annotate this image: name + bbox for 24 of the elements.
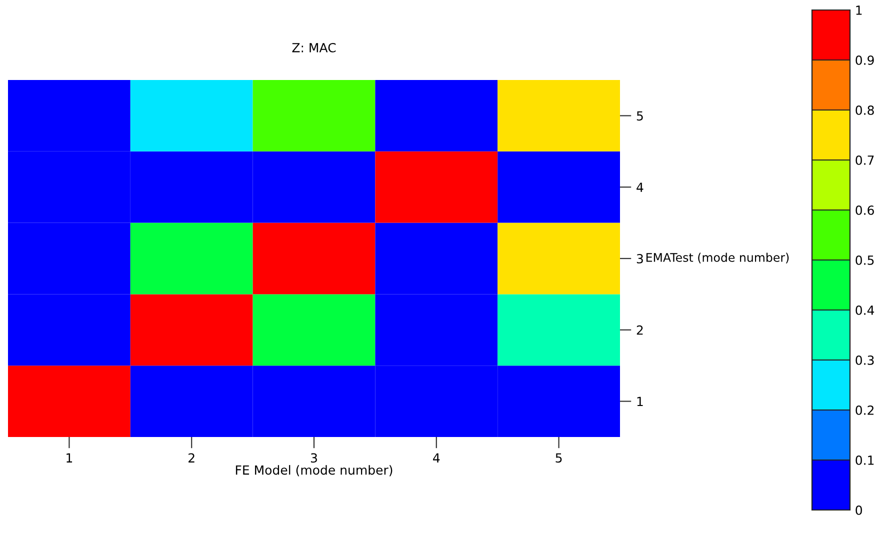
y-axis-title: EMATest (mode number) <box>646 252 789 264</box>
color-bar-label: 0.4 <box>856 305 874 315</box>
color-bar-label: 0.8 <box>856 105 874 115</box>
color-bar-label: 0.2 <box>856 405 874 415</box>
color-bar-label: 0.6 <box>856 205 874 215</box>
x-tick-label: 5 <box>556 453 562 463</box>
y-tick-label: 5 <box>636 111 643 121</box>
x-tick-label: 4 <box>433 453 440 462</box>
x-tick-label: 2 <box>188 453 194 462</box>
x-tick-label: 3 <box>310 453 317 463</box>
y-tick-label: 2 <box>636 325 643 335</box>
color-bar-label: 0.7 <box>856 155 874 165</box>
y-tick-label: 3 <box>636 254 643 264</box>
color-bar-label: 0.9 <box>856 55 874 65</box>
color-bar-label: 0.5 <box>856 255 874 265</box>
color-bar-label: 1 <box>856 6 862 15</box>
y-tick-label: 1 <box>637 396 643 406</box>
color-bar-label: 0 <box>856 505 862 515</box>
chart-title: Z: MAC <box>292 42 336 52</box>
x-axis-title: FE Model (mode number) <box>236 465 392 476</box>
color-bar-label: 0.1 <box>856 455 874 465</box>
x-tick-label: 1 <box>66 453 72 462</box>
y-tick-label: 4 <box>636 182 644 192</box>
color-bar-label: 0.3 <box>856 355 874 365</box>
